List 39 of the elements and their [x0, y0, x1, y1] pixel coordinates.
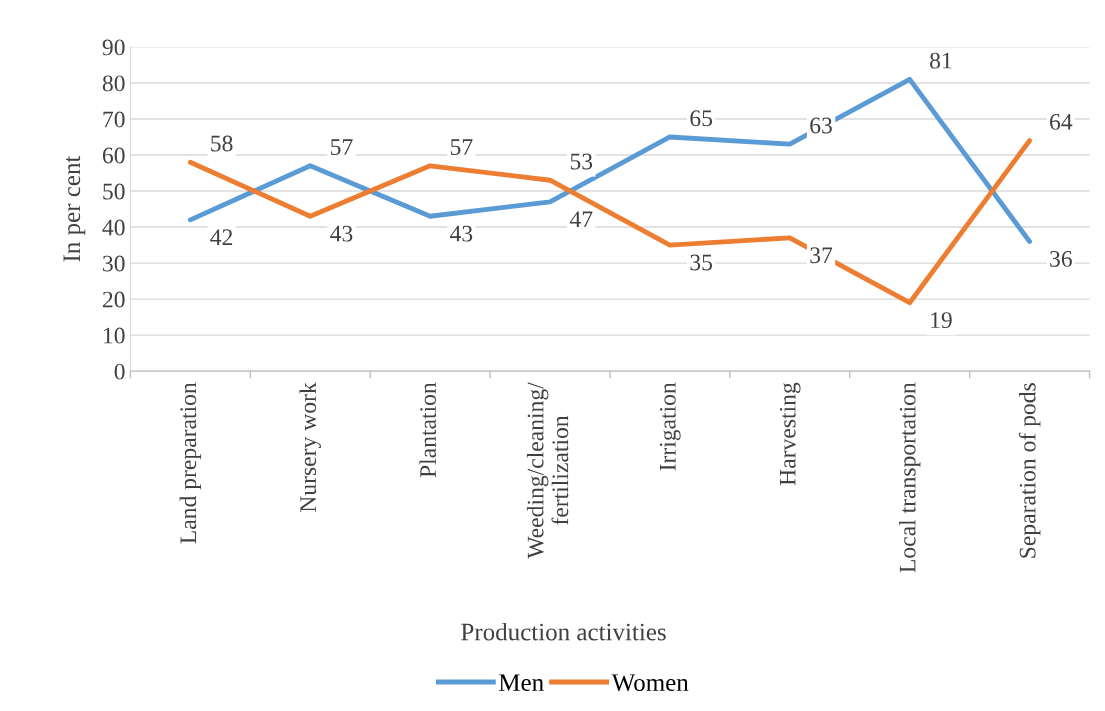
y-axis-title: In per cent: [63, 155, 86, 262]
data-label: 53: [570, 153, 593, 170]
x-axis-title: Production activities: [461, 622, 666, 641]
x-tick-label: Irrigation: [659, 382, 681, 471]
x-tick-label: Land preparation: [179, 382, 202, 544]
x-tick-label: Weeding/cleaning/ fertilization: [526, 382, 569, 559]
data-label: 57: [450, 139, 473, 156]
line-series: [187, 76, 1033, 244]
x-tick-label: Plantation: [419, 382, 437, 478]
data-label: 42: [210, 229, 233, 245]
y-tick-label: 80: [102, 75, 125, 92]
y-tick-label: 30: [103, 255, 125, 272]
data-label: 58: [211, 135, 233, 152]
y-tick-label: 0: [114, 363, 125, 380]
data-label: 43: [330, 225, 353, 242]
data-label: 63: [810, 117, 832, 134]
data-label: 43: [450, 225, 473, 242]
data-label: 81: [930, 52, 952, 69]
data-label: 64: [1050, 113, 1073, 130]
y-tick-label: 90: [102, 39, 125, 56]
legend-label: Women: [611, 674, 689, 692]
data-label: 47: [569, 211, 593, 227]
y-tick-label: 70: [103, 111, 125, 128]
y-tick-label: 50: [103, 183, 125, 200]
data-label: 57: [331, 139, 353, 156]
data-label: 37: [810, 247, 833, 264]
y-tick-label: 10: [103, 327, 125, 344]
data-label: 35: [690, 254, 713, 271]
x-tick-label: Harvesting: [779, 382, 801, 486]
y-tick-label: 60: [102, 147, 125, 164]
x-tick-label: Separation of pods: [1018, 383, 1041, 558]
data-label: 36: [1050, 250, 1072, 267]
y-tick-label: 20: [102, 291, 125, 308]
data-label: 65: [690, 110, 713, 127]
y-tick-label: 40: [102, 219, 125, 236]
x-tick-label: Local transportation: [898, 382, 921, 573]
x-tick-label: Nursery work: [299, 382, 321, 513]
data-label: 19: [931, 312, 952, 329]
legend-label: Men: [499, 674, 544, 692]
